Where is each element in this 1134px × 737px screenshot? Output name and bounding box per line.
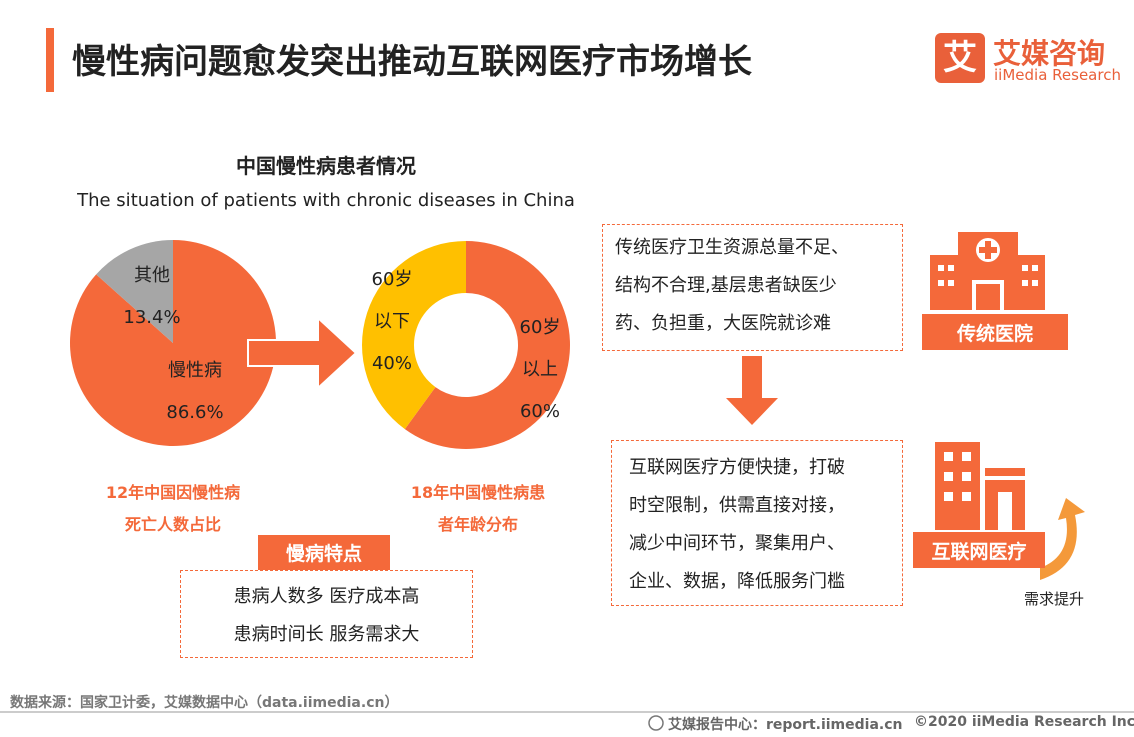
slice-label: 60岁以下 40% bbox=[370, 259, 415, 385]
internet-tag: 互联网医疗 bbox=[913, 532, 1045, 568]
solution-box: 互联网医疗方便快捷，打破 时空限制，供需直接对接， 减少中间环节，聚集用户、 企业、数… bbox=[611, 440, 903, 606]
slice-category: 慢性病 bbox=[168, 360, 222, 381]
hospital-icon bbox=[930, 232, 1045, 310]
text-line: 减少中间环节，聚集用户、 bbox=[629, 533, 845, 554]
slice bbox=[96, 240, 173, 343]
slice-value: 40% bbox=[371, 353, 412, 374]
slice-label: 慢性病 86.6% bbox=[166, 350, 223, 434]
slice-category: 其他 bbox=[134, 265, 170, 286]
slice bbox=[361, 241, 466, 430]
page-title: 慢性病问题愈发突出推动互联网医疗市场增长 bbox=[72, 42, 752, 82]
demand-label: 需求提升 bbox=[1024, 590, 1085, 608]
slice-category: 60岁以下 bbox=[371, 269, 413, 332]
slice bbox=[404, 241, 570, 449]
section-title: 中国慢性病患者情况 bbox=[236, 154, 416, 178]
demand-arrow bbox=[1040, 498, 1085, 580]
slice-value: 60% bbox=[519, 401, 560, 422]
feature-box: 患病人数多 医疗成本高 患病时间长 服务需求大 bbox=[180, 570, 473, 658]
arrow-right bbox=[247, 315, 358, 391]
slice-label: 60岁以上 60% bbox=[518, 307, 563, 433]
logo-mark-bg bbox=[935, 33, 985, 83]
text-line: 患病人数多 医疗成本高 bbox=[233, 586, 420, 607]
problem-box: 传统医疗卫生资源总量不足、 结构不合理,基层患者缺医少 药、负担重，大医院就诊难 bbox=[602, 224, 903, 351]
logo-cn: 艾媒咨询 bbox=[993, 37, 1106, 70]
globe-icon bbox=[648, 715, 664, 731]
feature-tag: 慢病特点 bbox=[258, 535, 390, 570]
logo-en: iiMedia Research bbox=[994, 66, 1121, 84]
title-bar bbox=[46, 28, 54, 92]
text-line: 互联网医疗方便快捷，打破 bbox=[629, 457, 845, 478]
section-subtitle: The situation of patients with chronic d… bbox=[77, 190, 575, 211]
slice-label: 其他 13.4% bbox=[123, 255, 180, 339]
text-line: 药、负担重，大医院就诊难 bbox=[615, 313, 831, 334]
building-icon bbox=[935, 442, 1025, 530]
text-line: 时空限制，供需直接对接， bbox=[629, 495, 845, 516]
logo-mark: 艾 bbox=[943, 38, 977, 78]
copyright: ©2020 iiMedia Research Inc bbox=[914, 714, 1134, 730]
arrow-down bbox=[726, 356, 778, 425]
text-line: 企业、数据，降低服务门槛 bbox=[629, 571, 845, 592]
slice-category: 60岁以上 bbox=[519, 317, 561, 380]
slice-value: 13.4% bbox=[123, 307, 181, 328]
text-line: 患病时间长 服务需求大 bbox=[233, 624, 420, 645]
text-line: 传统医疗卫生资源总量不足、 bbox=[615, 237, 849, 258]
hospital-tag: 传统医院 bbox=[922, 314, 1068, 350]
slice-value: 86.6% bbox=[166, 402, 224, 423]
source: 数据来源：国家卫计委，艾媒数据中心（data.iimedia.cn） bbox=[10, 695, 399, 711]
chart-caption: 18年中国慢性病患者年龄分布 bbox=[410, 483, 546, 534]
chart-caption: 12年中国因慢性病死亡人数占比 bbox=[105, 483, 241, 534]
report-center: 艾媒报告中心：report.iimedia.cn bbox=[668, 717, 903, 733]
text-line: 结构不合理,基层患者缺医少 bbox=[615, 275, 837, 296]
